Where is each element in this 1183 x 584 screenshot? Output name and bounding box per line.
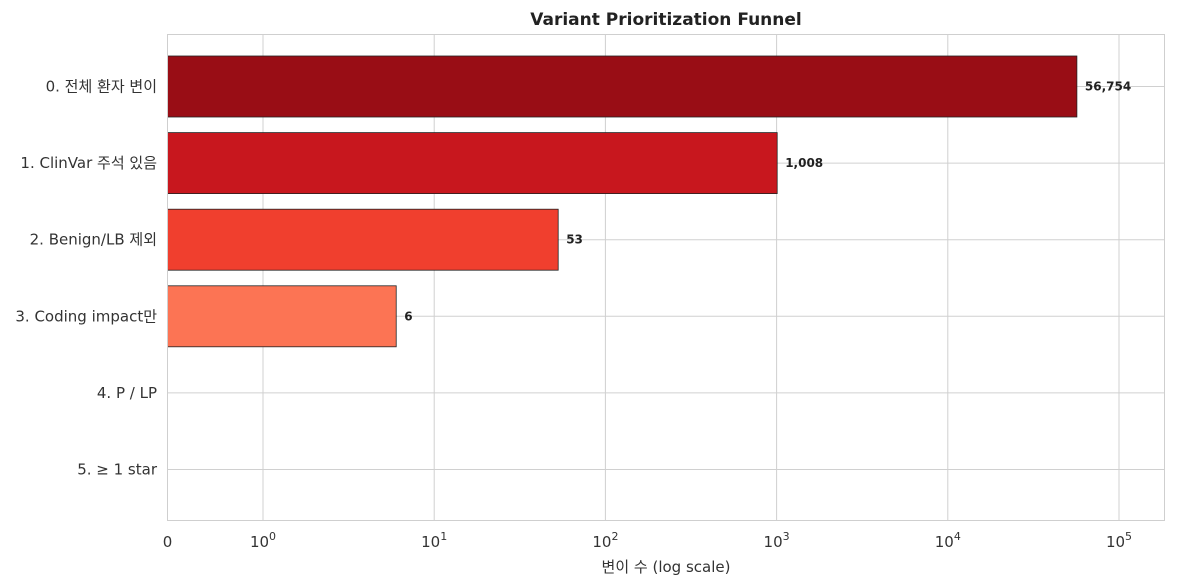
- x-tick-label: 103: [764, 530, 790, 551]
- x-axis-label: 변이 수 (log scale): [602, 558, 731, 576]
- x-tick-label: 101: [421, 530, 447, 551]
- category-labels: 0. 전체 환자 변이 1. ClinVar 주석 있음 2. Benign/LB …: [15, 78, 157, 479]
- category-label: 4. P / LP: [97, 384, 157, 402]
- bar: [167, 55, 1078, 118]
- category-label: 0. 전체 환자 변이: [46, 78, 157, 96]
- bar: [167, 132, 778, 195]
- plot-frame: [167, 34, 1165, 521]
- x-tick-labels: 0 100 101 102 103 104 105: [163, 530, 1132, 551]
- bar: [167, 285, 397, 348]
- x-tick-label: 0: [163, 533, 173, 551]
- data-label: 56,754: [1085, 80, 1131, 94]
- category-label: 3. Coding impact만: [15, 307, 157, 325]
- data-label: 1,008: [785, 156, 823, 170]
- x-tick-label: 102: [592, 530, 618, 551]
- data-label: 6: [404, 309, 412, 323]
- x-tick-label: 104: [935, 530, 961, 551]
- chart-title: Variant Prioritization Funnel: [530, 10, 802, 30]
- data-label: 53: [566, 233, 583, 247]
- x-tick-label: 105: [1106, 530, 1132, 551]
- category-label: 2. Benign/LB 제외: [30, 231, 157, 249]
- category-label: 5. ≥ 1 star: [77, 461, 158, 479]
- category-label: 1. ClinVar 주석 있음: [20, 154, 157, 172]
- x-tick-label: 100: [250, 530, 276, 551]
- bars: 56,754 1,008 53 6: [167, 55, 1131, 348]
- bar: [167, 208, 559, 271]
